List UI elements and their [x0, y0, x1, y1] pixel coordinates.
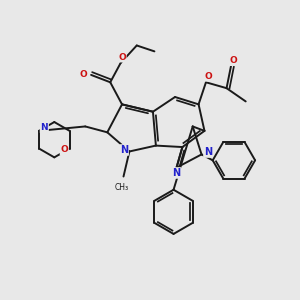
Text: O: O — [80, 70, 88, 80]
Text: O: O — [204, 72, 212, 81]
Text: N: N — [120, 145, 128, 155]
Text: N: N — [172, 168, 181, 178]
Text: N: N — [40, 123, 48, 132]
Text: O: O — [230, 56, 237, 65]
Text: N: N — [204, 147, 212, 157]
Text: O: O — [118, 53, 126, 62]
Text: O: O — [60, 146, 68, 154]
Text: CH₃: CH₃ — [115, 183, 129, 192]
